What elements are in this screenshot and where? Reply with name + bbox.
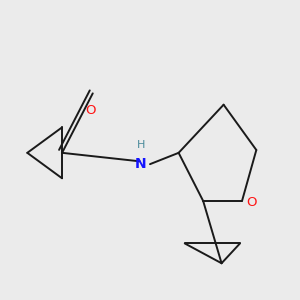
Text: O: O [85, 104, 96, 117]
Text: O: O [246, 196, 256, 208]
Text: H: H [136, 140, 145, 151]
Text: N: N [135, 157, 146, 171]
